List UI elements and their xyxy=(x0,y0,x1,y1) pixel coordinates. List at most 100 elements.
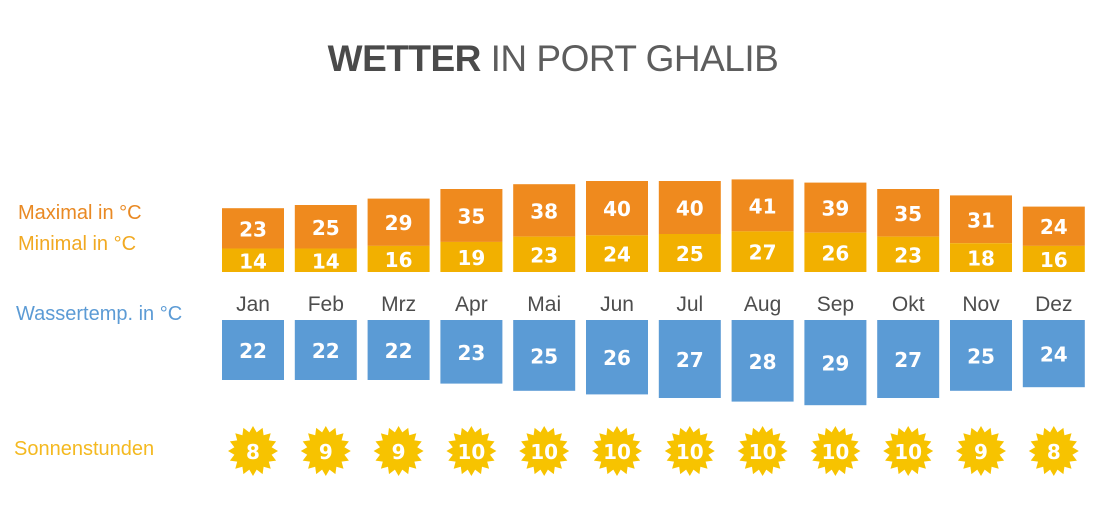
sun-hours-label-sep: 10 xyxy=(821,440,849,464)
water-temp-label-apr: 23 xyxy=(457,341,485,365)
max-temp-label-jan: 23 xyxy=(239,217,267,241)
sun-icon xyxy=(307,433,344,469)
min-temp-label-mai: 23 xyxy=(530,243,558,267)
water-temp-bar-nov xyxy=(950,320,1012,391)
chart-title: WETTER IN PORT GHALIB xyxy=(0,38,1106,80)
sun-icon xyxy=(1035,433,1072,469)
max-temp-bar-sep xyxy=(804,182,867,233)
chart-title-bold: WETTER xyxy=(327,38,482,79)
water-temp-label-dez: 24 xyxy=(1040,343,1068,367)
water-temp-bar-jan xyxy=(222,320,284,380)
max-temp-label-feb: 25 xyxy=(312,216,340,240)
min-temp-bar-apr xyxy=(440,241,503,272)
min-temp-label-mrz: 16 xyxy=(385,248,413,272)
water-temp-label-jan: 22 xyxy=(239,339,267,363)
water-temp-bar-aug xyxy=(731,320,794,402)
min-temp-bar-jun xyxy=(586,235,648,272)
sun-icon xyxy=(235,433,271,469)
max-temp-bar-jul xyxy=(658,181,721,234)
max-temp-label-apr: 35 xyxy=(457,204,485,228)
min-temp-label-sep: 26 xyxy=(821,241,849,265)
legend-min-temp: Minimal in °C xyxy=(18,233,137,255)
sun-icon xyxy=(744,433,781,469)
legend-water-temp: Wassertemp. in °C xyxy=(16,303,183,325)
max-temp-label-jun: 40 xyxy=(603,197,631,221)
max-temp-label-aug: 41 xyxy=(749,194,777,218)
min-temp-bar-nov xyxy=(950,243,1012,272)
sun-hours-label-mai: 10 xyxy=(530,440,558,464)
min-temp-label-jul: 25 xyxy=(676,242,704,266)
month-label-dez: Dez xyxy=(1035,293,1072,316)
sun-hours-label-dez: 8 xyxy=(1047,440,1061,464)
water-temp-bar-apr xyxy=(440,320,503,384)
max-temp-label-sep: 39 xyxy=(821,197,849,221)
min-temp-label-okt: 23 xyxy=(894,243,922,267)
sun-icon xyxy=(599,433,635,469)
water-temp-bar-mrz xyxy=(367,320,430,380)
min-temp-label-apr: 19 xyxy=(457,246,485,270)
max-temp-bar-jun xyxy=(586,181,648,236)
water-temp-label-aug: 28 xyxy=(749,350,777,374)
sun-icon xyxy=(817,433,854,469)
month-label-jul: Jul xyxy=(676,293,703,316)
water-temp-label-nov: 25 xyxy=(967,344,995,368)
max-temp-label-dez: 24 xyxy=(1040,215,1068,239)
sun-hours-label-mrz: 9 xyxy=(392,440,406,464)
min-temp-bar-mrz xyxy=(367,245,430,272)
legend-sun-hours: Sonnenstunden xyxy=(14,438,155,460)
sun-icon xyxy=(671,433,708,469)
water-temp-label-mrz: 22 xyxy=(385,339,413,363)
sun-hours-label-aug: 10 xyxy=(749,440,777,464)
sun-hours-label-jul: 10 xyxy=(676,440,704,464)
max-temp-bar-jan xyxy=(222,208,284,249)
month-label-sep: Sep xyxy=(817,293,854,316)
month-label-jan: Jan xyxy=(236,293,270,316)
max-temp-bar-apr xyxy=(440,189,503,242)
month-label-mai: Mai xyxy=(527,293,561,316)
sun-icon xyxy=(380,433,417,469)
water-temp-bar-dez xyxy=(1022,320,1085,388)
sun-icon xyxy=(890,433,927,469)
water-temp-bar-sep xyxy=(804,320,867,406)
min-temp-bar-mai xyxy=(513,236,576,272)
min-temp-bar-dez xyxy=(1022,245,1085,272)
water-temp-label-okt: 27 xyxy=(894,348,922,372)
max-temp-label-jul: 40 xyxy=(676,197,704,221)
sun-hours-label-jun: 10 xyxy=(603,440,631,464)
min-temp-label-feb: 14 xyxy=(312,249,340,273)
month-label-apr: Apr xyxy=(455,293,488,316)
water-temp-label-sep: 29 xyxy=(821,352,849,376)
min-temp-bar-sep xyxy=(804,232,867,272)
max-temp-bar-mrz xyxy=(367,198,430,246)
month-label-mrz: Mrz xyxy=(381,293,416,316)
sun-hours-label-okt: 10 xyxy=(894,440,922,464)
sun-icon xyxy=(526,433,563,469)
water-temp-bar-okt xyxy=(877,320,940,398)
min-temp-label-dez: 16 xyxy=(1040,248,1068,272)
month-label-aug: Aug xyxy=(744,293,781,316)
max-temp-label-okt: 35 xyxy=(894,202,922,226)
water-temp-bar-jul xyxy=(658,320,721,398)
min-temp-label-jun: 24 xyxy=(603,243,631,267)
water-temp-label-jul: 27 xyxy=(676,348,704,372)
max-temp-bar-dez xyxy=(1022,206,1085,246)
chart-title-rest: IN PORT GHALIB xyxy=(490,38,779,79)
water-temp-bar-mai xyxy=(513,320,576,391)
max-temp-label-mrz: 29 xyxy=(385,211,413,235)
month-label-okt: Okt xyxy=(892,293,925,316)
max-temp-label-nov: 31 xyxy=(967,208,995,232)
water-temp-label-mai: 25 xyxy=(530,344,558,368)
min-temp-label-nov: 18 xyxy=(967,247,995,271)
water-temp-label-feb: 22 xyxy=(312,339,340,363)
month-label-jun: Jun xyxy=(600,293,634,316)
min-temp-bar-okt xyxy=(877,236,940,272)
max-temp-bar-nov xyxy=(950,195,1012,244)
water-temp-bar-feb xyxy=(294,320,357,380)
min-temp-bar-jul xyxy=(658,234,721,272)
min-temp-label-aug: 27 xyxy=(749,241,777,265)
sun-icon xyxy=(453,433,490,469)
max-temp-label-mai: 38 xyxy=(530,199,558,223)
min-temp-bar-jan xyxy=(222,248,284,272)
sun-hours-label-nov: 9 xyxy=(974,440,988,464)
